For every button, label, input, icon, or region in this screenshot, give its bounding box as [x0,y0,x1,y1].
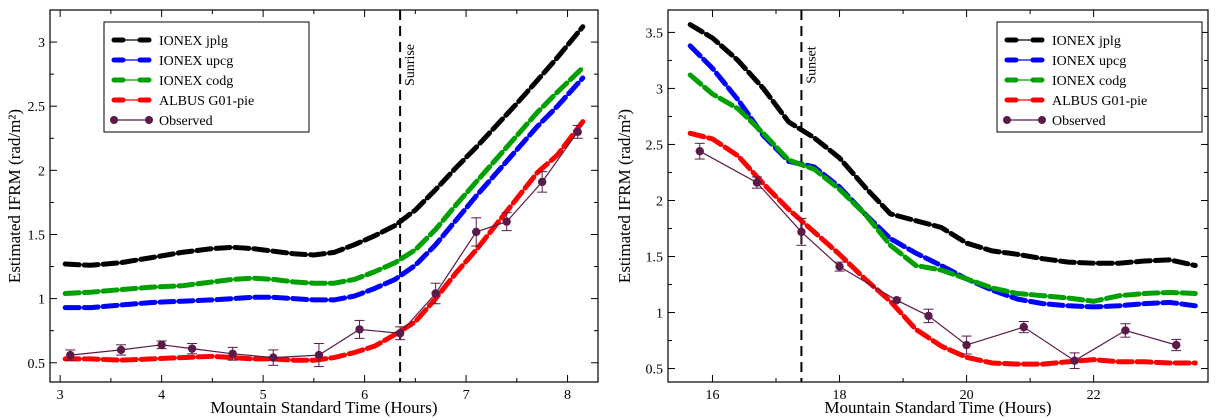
chart1-observed-point [1172,340,1181,350]
chart0-observed-point [228,349,237,358]
chart1-y-tick-label: 2 [656,194,663,209]
chart1-observed-line [699,150,1177,362]
chart1-annotation-label: Sunset [804,46,819,83]
chart0-observed-point [431,289,440,298]
chart0-legend-label: Observed [159,114,213,129]
chart0-legend-swatch-marker [145,116,153,124]
chart1-observed-point [924,311,933,321]
left-chart: 3 4 5 6 7 8 0.5 1 1.5 2 2.5 3 Mountain Standard Time… [5,9,599,417]
chart1-series-dashes-albus-g01-pie [687,130,1198,367]
chart0-y-tick-label: 3 [38,36,45,51]
chart1-y-tick-label: 1 [656,307,663,322]
chart1-legend-label: ALBUS G01-pie [1052,94,1147,109]
chart1-series-dashes-ionex-codg [687,72,1198,304]
chart1-legend-label: IONEX jplg [1052,34,1121,49]
chart1-observed-point [797,227,806,237]
chart1-legend-swatch-marker [1038,116,1046,124]
chart1-plot-frame [667,9,1209,383]
chart1-observed-point [752,178,762,187]
chart1-y-tick-label: 2.5 [646,138,664,153]
chart0-series-dashes-albus-g01-pie [62,119,586,363]
left-chart-panel: 3 4 5 6 7 8 0.5 1 1.5 2 2.5 3 Mountain Standard Time… [5,9,599,417]
chart0-x-tick-label: 8 [564,388,571,403]
chart0-observed-point [66,350,75,360]
chart0-series-dashes-ionex-codg [62,65,586,296]
chart1-y-tick-label: 3.5 [646,26,664,41]
chart0-x-tick-label: 7 [463,388,470,403]
chart0-y-tick-label: 2 [38,164,45,179]
chart1-observed-point [962,340,971,350]
chart1-observed-point [892,296,901,305]
chart1-series-dashes-ionex-jplg [687,22,1198,268]
chart0-observed-point [395,329,405,338]
chart0-observed-point [157,340,166,349]
chart1-x-tick-label: 18 [833,388,847,403]
chart0-annotation-label: Sunrise [403,44,418,86]
chart1-legend-label: IONEX upcg [1052,54,1126,69]
chart1-series-line-albus-g01-pie [690,132,1196,365]
chart1-legend-swatch-marker [1003,116,1011,124]
chart0-legend-label: IONEX jplg [159,34,228,49]
chart1-y-tick-label: 1.5 [646,251,664,266]
chart0-legend-label: IONEX upcg [159,54,233,69]
chart1-y-tick-label: 0.5 [646,363,664,378]
chart0-observed-point [355,325,364,334]
chart0-x-tick-label: 3 [57,388,64,403]
chart1-x-tick-label: 22 [1087,388,1101,403]
chart0-x-axis-title: Mountain Standard Time (Hours) [210,398,437,417]
chart0-observed-point [269,353,278,362]
chart1-observed-point [1019,322,1028,332]
chart0-legend-swatch-marker [110,116,118,124]
right-chart-panel: 16 18 20 22 0.5 1 1.5 2 2.5 3 3.5 Mountain Standard… [610,0,1220,420]
chart0-x-tick-label: 4 [158,388,165,403]
chart1-x-axis-title: Mountain Standard Time (Hours) [824,398,1051,417]
chart0-series-line-albus-g01-pie [65,121,584,361]
right-chart: 16 18 20 22 0.5 1 1.5 2 2.5 3 3.5 Mountain Standard… [615,9,1209,417]
chart0-observed-line [70,131,579,359]
chart0-y-tick-label: 1 [38,293,45,308]
chart1-y-axis-title: Estimated IFRM (rad/m²) [615,109,634,283]
chart1-legend-label: IONEX codg [1052,74,1126,89]
chart0-observed-point [573,127,582,137]
chart0-y-tick-label: 0.5 [28,357,46,372]
chart0-y-tick-label: 2.5 [28,100,46,115]
chart1-x-tick-label: 16 [705,388,719,403]
chart1-observed-point [1121,326,1130,335]
chart0-observed-point [472,227,481,237]
chart0-observed-point [116,345,126,355]
chart1-y-tick-label: 3 [656,82,663,97]
chart0-x-tick-label: 6 [361,388,368,403]
chart0-plot-frame [49,9,599,383]
chart0-legend-label: IONEX codg [159,74,233,89]
chart0-observed-point [502,217,511,226]
chart0-series-dashes-ionex-jplg [62,24,586,268]
chart0-x-tick-label: 5 [260,388,267,403]
chart1-observed-point [1070,356,1079,365]
chart0-series-dashes-ionex-upcg [62,75,586,311]
chart0-legend-label: ALBUS G01-pie [159,94,254,109]
chart1-observed-point [835,262,844,271]
chart0-y-tick-label: 1.5 [28,228,46,243]
chart1-x-tick-label: 20 [960,388,974,403]
chart1-legend-label: Observed [1052,114,1106,129]
chart0-observed-point [537,177,547,187]
chart1-observed-point [695,146,704,156]
chart0-observed-point [314,350,324,360]
chart0-observed-point [187,344,197,353]
chart0-y-axis-title: Estimated IFRM (rad/m²) [5,109,24,283]
